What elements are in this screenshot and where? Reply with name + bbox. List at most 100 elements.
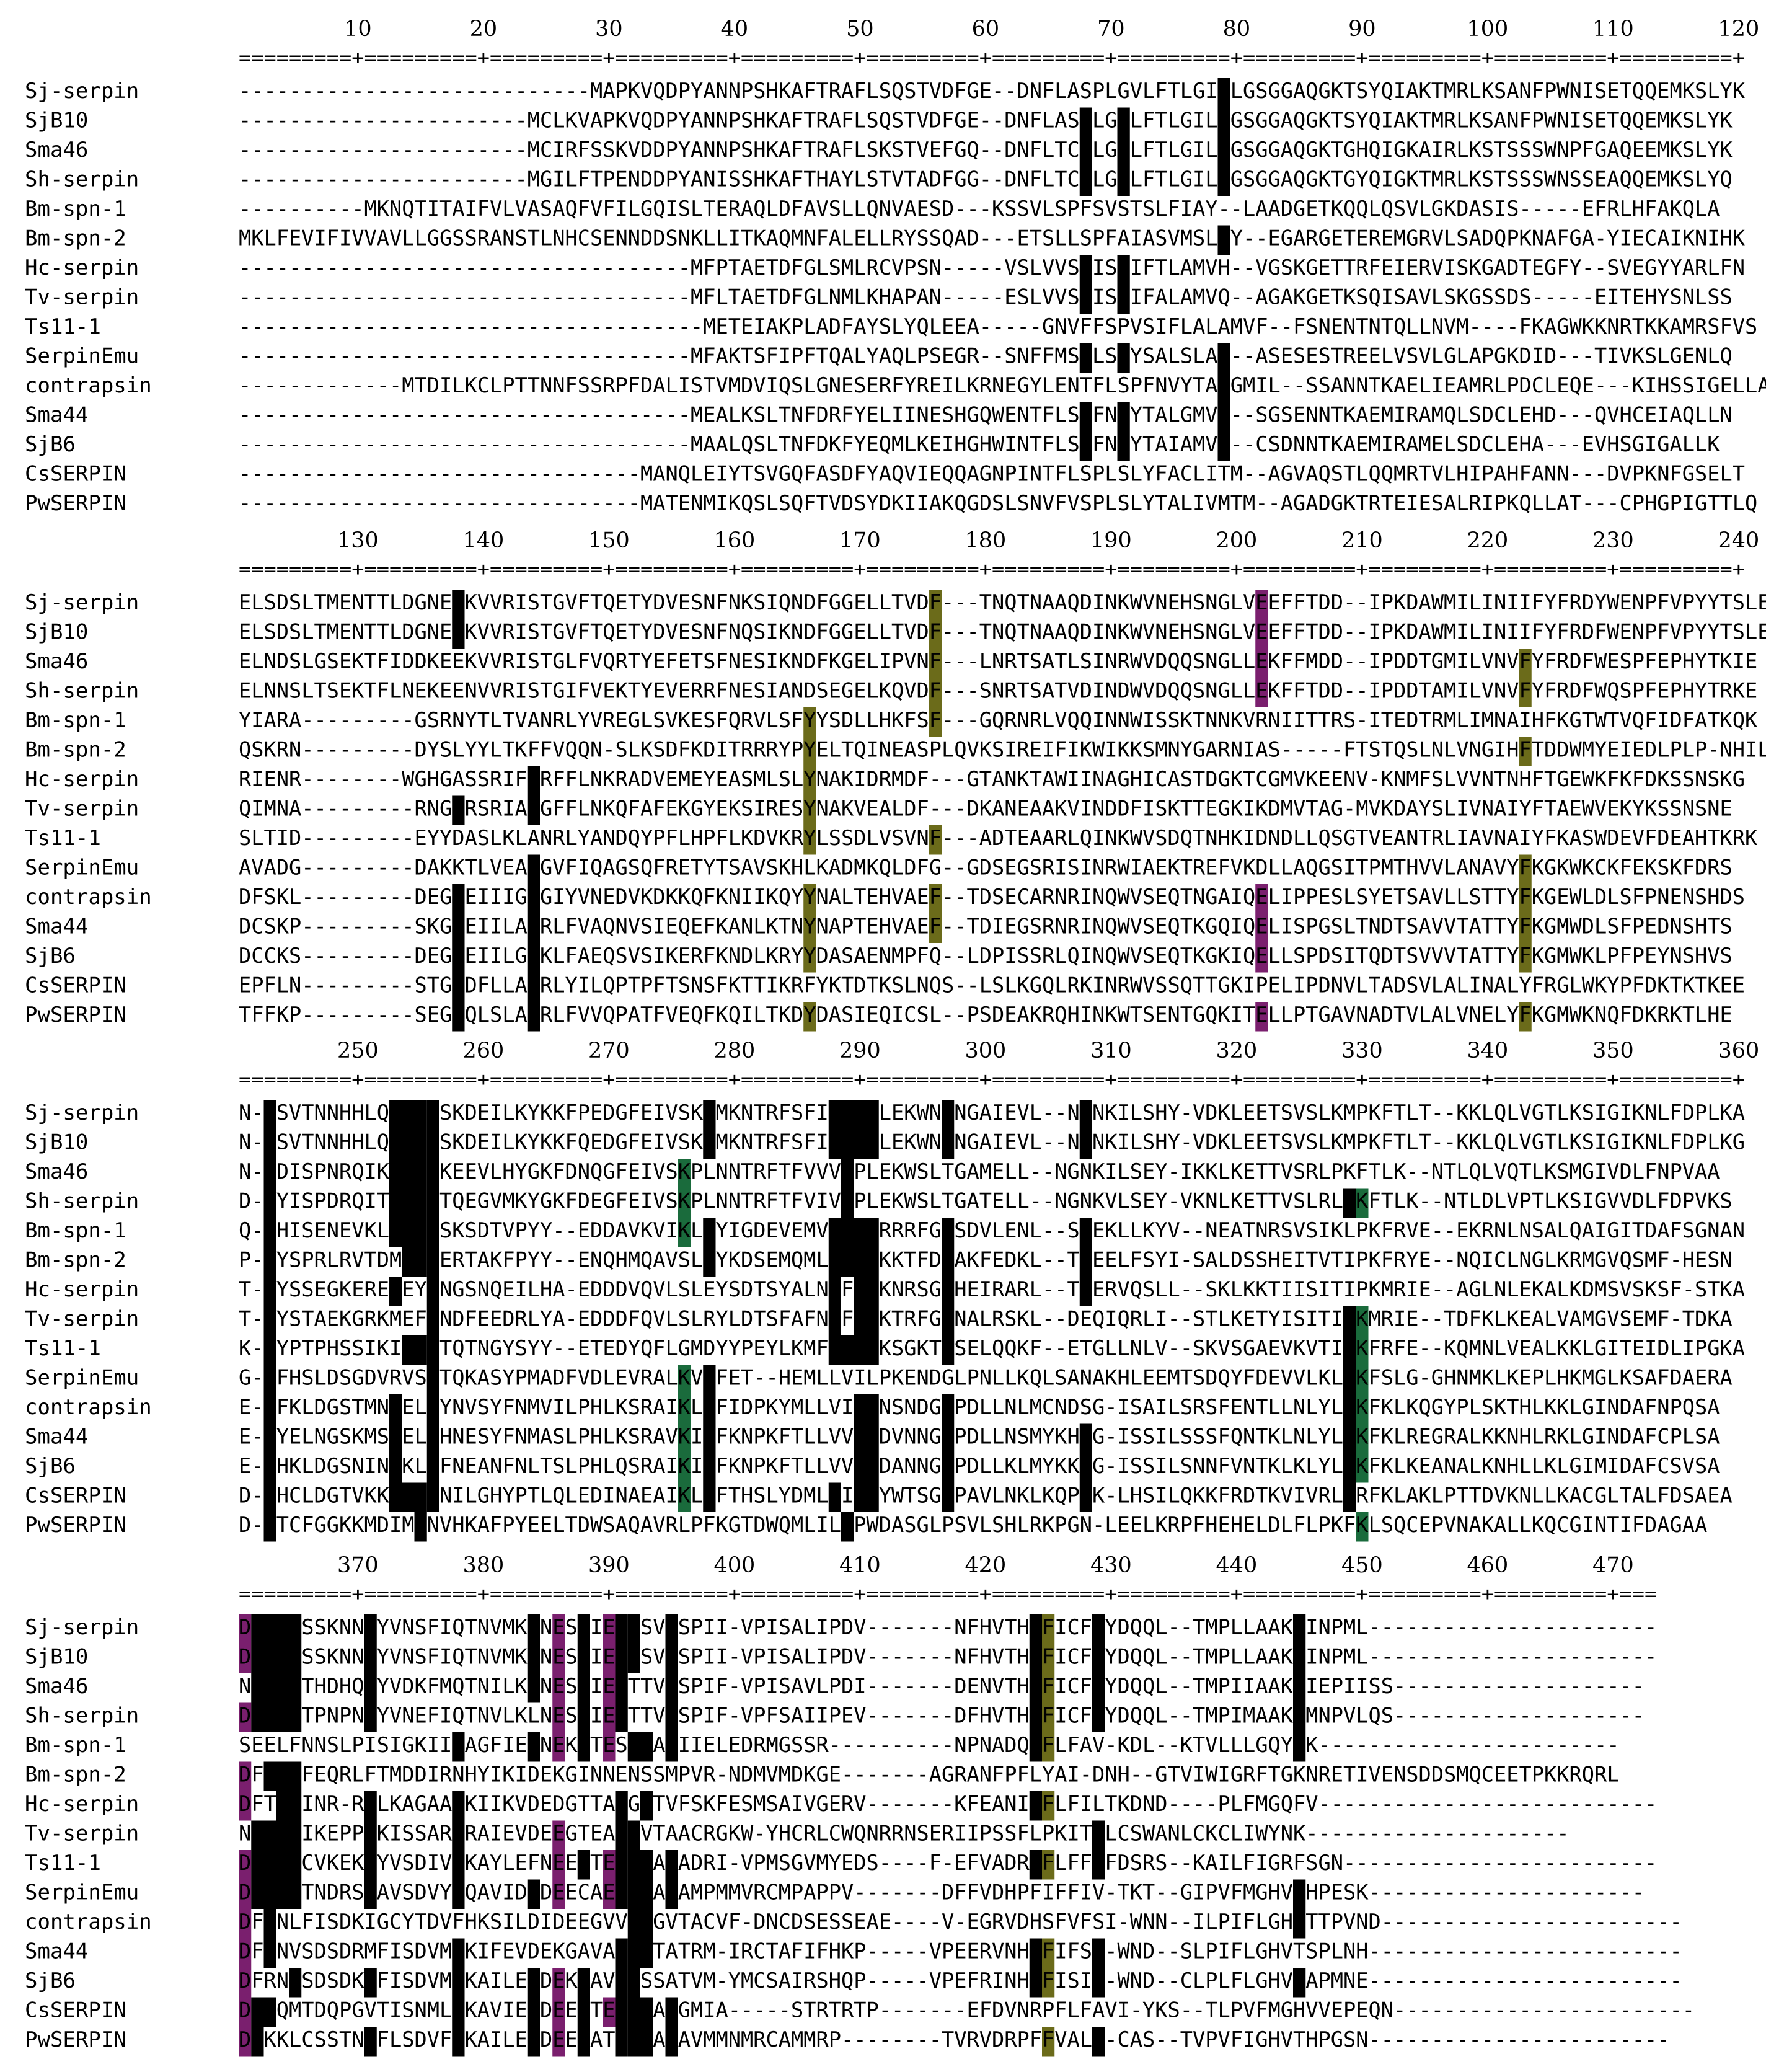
conservation-shade	[828, 1482, 841, 1512]
conservation-shade	[1343, 1482, 1356, 1512]
species-name: Ts11-1	[25, 314, 101, 339]
conservation-shade	[1042, 1732, 1055, 1762]
sequence-row: Tv-serpin QIMNA---------RNGVRSRIANGFFLNKQ…	[25, 795, 1733, 825]
conservation-shade	[263, 1879, 276, 1909]
species-name: Sj-serpin	[25, 1100, 139, 1125]
species-name: SjB6	[25, 1454, 76, 1479]
species-name: CsSERPIN	[25, 1998, 126, 2023]
conservation-shade	[603, 1879, 616, 1909]
conservation-shade	[527, 1997, 540, 2027]
sequence-row: CsSERPIN --------------------------------…	[25, 462, 1745, 487]
species-name: SjB6	[25, 432, 76, 457]
conservation-shade	[527, 943, 540, 973]
ruler-number: 30	[595, 17, 623, 42]
conservation-shade	[1217, 432, 1230, 461]
conservation-shade	[239, 1909, 252, 1939]
conservation-shade	[1029, 1732, 1042, 1762]
conservation-shade	[854, 1306, 867, 1335]
conservation-shade	[1356, 1335, 1369, 1365]
conservation-shade	[1217, 225, 1230, 255]
sequence-row: Hc-serpin RIENR--------WGHGASSRIFNRFFLNKR…	[25, 766, 1745, 796]
conservation-shade	[1079, 137, 1092, 167]
conservation-shade	[929, 913, 942, 943]
conservation-shade	[239, 1791, 252, 1821]
sequence-text: DCCKS---------DEGVEIILGNKLFAEQSVSIKERFKN…	[239, 944, 1733, 968]
ruler-number: 220	[1467, 528, 1508, 553]
conservation-shade	[866, 1129, 879, 1159]
sequence-text: DLSGITPNPNLYVNEFIQTNVLKLNESGIEATTVTSPIF-…	[239, 1704, 1645, 1729]
conservation-shade	[426, 1159, 439, 1189]
conservation-shade	[841, 1247, 854, 1277]
conservation-shade	[276, 1850, 289, 1880]
conservation-shade	[603, 1850, 616, 1880]
sequence-text: T-FYSSEGKEREVEYMNGSNQEILHA-EDDDVQVLSLEYS…	[239, 1277, 1745, 1302]
conservation-shade	[1519, 854, 1532, 884]
conservation-shade	[1117, 402, 1130, 432]
ruler-number: 430	[1090, 1553, 1132, 1578]
conservation-shade	[1255, 649, 1268, 678]
conservation-shade	[828, 1100, 841, 1130]
conservation-shade	[803, 825, 816, 855]
ruler-number: 330	[1341, 1038, 1383, 1063]
conservation-shade	[389, 1482, 402, 1512]
conservation-shade	[239, 1702, 252, 1732]
species-name: Tv-serpin	[25, 285, 139, 310]
conservation-shade	[452, 795, 465, 825]
sequence-text: DFSNVSDSDRMFISDVMHKIFEVDEKGAVAAAATATRM-I…	[239, 1939, 1682, 1964]
sequence-text: N-FSVTNNHHLQVPMMSKDEILKYKKFQEDGFEIVSKPMK…	[239, 1130, 1745, 1155]
conservation-shade	[1092, 1702, 1105, 1732]
conservation-shade	[263, 1306, 276, 1335]
conservation-shade	[426, 1453, 439, 1483]
sequence-row: Bm-spn-1 SEELFNNSLPISIGKIIHAGFIEVNEKGTESA…	[25, 1732, 1620, 1762]
ruler-number: 240	[1718, 528, 1759, 553]
conservation-shade	[665, 1879, 678, 1909]
ruler-line: =========+=========+=========+=========+…	[239, 1583, 1657, 1605]
conservation-shade	[239, 1997, 252, 2027]
conservation-shade	[929, 707, 942, 737]
conservation-shade	[426, 1423, 439, 1453]
conservation-shade	[527, 1002, 540, 1032]
conservation-shade	[703, 1218, 716, 1247]
conservation-shade	[803, 795, 816, 825]
ruler-number: 90	[1348, 17, 1376, 42]
conservation-shade	[615, 1879, 628, 1909]
ruler-number: 400	[713, 1553, 755, 1578]
conservation-shade	[577, 1968, 590, 1998]
conservation-shade	[665, 1997, 678, 2027]
sequence-row: SerpinEmu G-FFHSLDSGDVRVSMTQKASYPMADFVDLE…	[25, 1365, 1733, 1394]
conservation-shade	[263, 1614, 276, 1644]
conservation-shade	[239, 1614, 252, 1644]
species-name: CsSERPIN	[25, 462, 126, 487]
species-name: Sj-serpin	[25, 79, 139, 104]
conservation-shade	[828, 1306, 841, 1335]
conservation-shade	[1079, 1129, 1092, 1159]
conservation-shade	[426, 1247, 439, 1277]
conservation-shade	[1079, 402, 1092, 432]
sequence-text: DLKKLCSSTNLFLSDVFHKAILEVDEEGATAAAATAVMMN…	[239, 2027, 1670, 2052]
species-name: Bm-spn-1	[25, 197, 126, 221]
conservation-shade	[364, 1968, 377, 1998]
species-name: PwSERPIN	[25, 491, 126, 516]
species-name: SjB6	[25, 1968, 76, 1993]
conservation-shade	[627, 1614, 640, 1644]
conservation-shade	[640, 1909, 653, 1939]
conservation-shade	[263, 1482, 276, 1512]
species-name: CsSERPIN	[25, 1484, 126, 1508]
sequence-text: K-FYPTPHSSIKIPMMTQTNGYSYY--ETEDYQFLGMDYY…	[239, 1336, 1745, 1361]
sequence-row: SerpinEmu DLSGITNDRSLAVSDVYHQAVIDVDEECAEA…	[25, 1879, 1645, 1909]
sequence-text: N-FDISPNRQIKVPMMKEEVLHYGKFDNQGFEIVSKPLNN…	[239, 1159, 1720, 1184]
ruler-number: 170	[839, 528, 881, 553]
conservation-shade	[1356, 1423, 1369, 1453]
conservation-shade	[942, 1247, 955, 1277]
ruler-number: 370	[337, 1553, 379, 1578]
species-name: SjB10	[25, 1645, 88, 1670]
conservation-shade	[854, 1453, 867, 1483]
conservation-shade	[1079, 1423, 1092, 1453]
conservation-shade	[389, 1159, 402, 1189]
conservation-shade	[577, 2027, 590, 2057]
sequence-text: NLSGIIKEPPLKISSARHRAIEVDEEGTEAAAVTAACRGK…	[239, 1822, 1570, 1846]
sequence-text: SLTID---------EYYDASLKLANRLYANDQYPFLHPFL…	[239, 826, 1758, 851]
conservation-shade	[452, 943, 465, 973]
species-name: Sh-serpin	[25, 1189, 139, 1214]
conservation-shade	[1029, 1850, 1042, 1880]
